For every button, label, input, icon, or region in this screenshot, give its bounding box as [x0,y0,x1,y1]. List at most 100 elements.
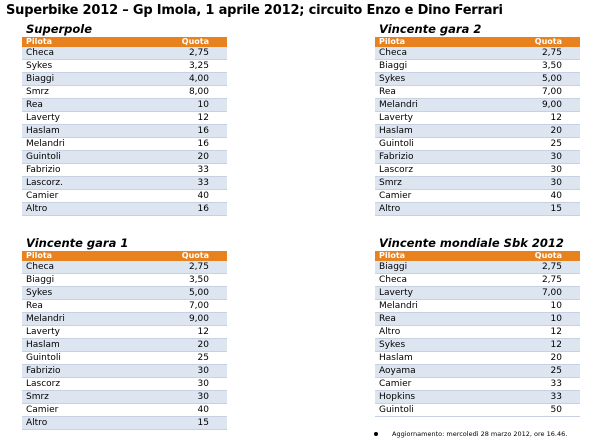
cell-quota: 25 [508,137,580,151]
cell-quota: 33 [155,163,227,177]
cell-quota: 10 [508,312,580,326]
column-header-pilota: Pilota [22,251,155,261]
cell-quota: 2,75 [508,273,580,287]
cell-quota: 25 [508,364,580,378]
cell-quota: 10 [508,299,580,313]
table-row: Camier 40 [22,403,227,417]
table-header-row: Pilota Quota [375,37,580,47]
column-header-quota: Quota [508,251,580,261]
cell-quota: 40 [508,189,580,203]
cell-pilota: Fabrizio [22,163,155,177]
cell-quota: 15 [508,202,580,216]
cell-quota: 3,50 [508,59,580,73]
cell-pilota: Sykes [22,59,155,73]
cell-pilota: Laverty [22,111,155,125]
table-row: Haslam 16 [22,124,227,138]
cell-quota: 12 [508,111,580,125]
cell-pilota: Haslam [22,338,155,352]
cell-pilota: Sykes [375,338,508,352]
cell-quota: 2,75 [508,261,580,274]
cell-pilota: Biaggi [375,261,508,274]
page-title: Superbike 2012 – Gp Imola, 1 aprile 2012… [6,3,503,18]
cell-quota: 30 [155,377,227,391]
table-row: Melandri 9,00 [22,312,227,326]
table-row: Rea 7,00 [375,85,580,99]
bullet-icon [374,432,378,436]
cell-pilota: Guintoli [375,137,508,151]
cell-pilota: Altro [375,202,508,216]
table-row: Haslam 20 [375,351,580,365]
cell-pilota: Guintoli [375,403,508,417]
cell-quota: 7,00 [155,299,227,313]
table-row: Laverty 12 [22,325,227,339]
cell-quota: 5,00 [155,286,227,300]
cell-quota: 3,50 [155,273,227,287]
cell-pilota: Checa [22,47,155,60]
table-row: Hopkins 33 [375,390,580,404]
cell-pilota: Checa [22,261,155,274]
cell-pilota: Smrz [22,85,155,99]
table-row: Altro 12 [375,325,580,339]
table-row: Camier 40 [375,189,580,203]
cell-quota: 2,75 [508,47,580,60]
cell-pilota: Altro [22,202,155,216]
cell-quota: 7,00 [508,85,580,99]
cell-quota: 12 [155,325,227,339]
cell-quota: 2,75 [155,261,227,274]
cell-pilota: Fabrizio [22,364,155,378]
cell-pilota: Smrz [375,176,508,190]
cell-quota: 33 [508,377,580,391]
cell-pilota: Hopkins [375,390,508,404]
cell-quota: 30 [508,163,580,177]
cell-pilota: Camier [22,189,155,203]
cell-pilota: Fabrizio [375,150,508,164]
column-header-pilota: Pilota [22,37,155,47]
cell-quota: 9,00 [508,98,580,112]
table-heading: Vincente gara 1 [26,236,129,250]
table-row: Biaggi 2,75 [375,261,580,274]
table-heading: Superpole [26,22,93,36]
cell-pilota: Lascorz [375,163,508,177]
cell-pilota: Laverty [22,325,155,339]
cell-pilota: Altro [375,325,508,339]
table-row: Rea 7,00 [22,299,227,313]
cell-pilota: Guintoli [22,351,155,365]
table-row: Sykes 5,00 [375,72,580,86]
cell-pilota: Melandri [22,312,155,326]
cell-quota: 7,00 [508,286,580,300]
cell-pilota: Rea [375,85,508,99]
cell-pilota: Lascorz [22,377,155,391]
cell-quota: 12 [508,338,580,352]
table-heading: Vincente mondiale Sbk 2012 [379,236,564,250]
column-header-pilota: Pilota [375,37,508,47]
cell-pilota: Sykes [375,72,508,86]
table-vincente-gara-2: Vincente gara 2 Pilota Quota Checa 2,75 Biagg… [375,22,580,216]
cell-pilota: Rea [375,312,508,326]
column-header-pilota: Pilota [375,251,508,261]
table-row: Lascorz. 33 [22,176,227,190]
cell-pilota: Haslam [375,124,508,138]
cell-quota: 40 [155,403,227,417]
cell-quota: 50 [508,403,580,417]
odds-table: Pilota Quota Checa 2,75 Biaggi 3,50 Sykes 5,00 R… [22,251,227,430]
cell-quota: 16 [155,202,227,216]
cell-quota: 16 [155,124,227,138]
update-note: Aggiornamento: mercoledì 28 marzo 2012, … [374,430,567,438]
table-vincente-mondiale: Vincente mondiale Sbk 2012 Pilota Quota Bia… [375,236,580,417]
cell-quota: 30 [508,176,580,190]
cell-pilota: Biaggi [22,273,155,287]
cell-quota: 20 [155,338,227,352]
table-row: Guintoli 20 [22,150,227,164]
table-vincente-gara-1: Vincente gara 1 Pilota Quota Checa 2,75 Biagg… [22,236,227,430]
table-row: Smrz 30 [22,390,227,404]
cell-pilota: Haslam [22,124,155,138]
table-row: Smrz 8,00 [22,85,227,99]
table-row: Lascorz 30 [375,163,580,177]
cell-quota: 12 [155,111,227,125]
cell-pilota: Camier [375,377,508,391]
table-row: Checa 2,75 [22,47,227,60]
table-row: Biaggi 4,00 [22,72,227,86]
table-header-row: Pilota Quota [22,37,227,47]
table-row: Sykes 12 [375,338,580,352]
table-header-row: Pilota Quota [22,251,227,261]
